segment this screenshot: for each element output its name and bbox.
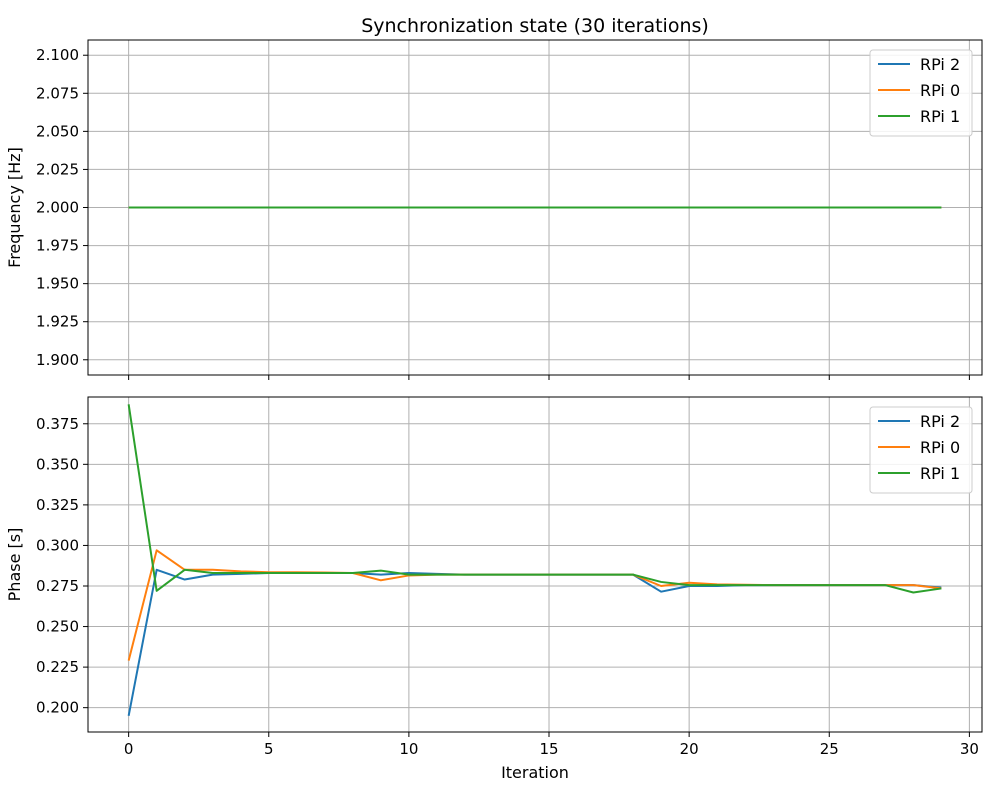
y-tick-label: 2.000 bbox=[36, 199, 79, 217]
y-tick-label: 2.075 bbox=[36, 84, 79, 102]
x-tick-label: 5 bbox=[264, 740, 274, 758]
plot-frame bbox=[87, 39, 983, 376]
legend-label: RPi 2 bbox=[920, 55, 960, 74]
legend: RPi 2 RPi 0 RPi 1 bbox=[869, 49, 973, 137]
legend-label: RPi 0 bbox=[920, 438, 960, 457]
y-tick-label: 0.325 bbox=[36, 496, 79, 514]
y-tick-label: 1.925 bbox=[36, 313, 79, 331]
y-tick-label: 0.350 bbox=[36, 455, 79, 473]
y-tick-label: 2.100 bbox=[36, 46, 79, 64]
y-tick-label: 2.025 bbox=[36, 160, 79, 178]
y-tick-label: 1.950 bbox=[36, 275, 79, 293]
y-tick-label: 0.200 bbox=[36, 699, 79, 717]
legend-label: RPi 1 bbox=[920, 464, 960, 483]
chart-title: Synchronization state (30 iterations) bbox=[361, 15, 709, 37]
x-tick-label: 15 bbox=[539, 740, 558, 758]
legend-label: RPi 1 bbox=[920, 107, 960, 126]
series-line-rpi-1 bbox=[127, 404, 942, 594]
phase-panel: 0 5 10 15 20 25 30 0.200 0.225 0.250 0.275 0.300 0.3… bbox=[5, 396, 983, 782]
series-line-rpi-0 bbox=[127, 549, 942, 661]
x-axis-label: Iteration bbox=[501, 763, 569, 782]
x-tick-label: 30 bbox=[960, 740, 979, 758]
x-tick-label: 0 bbox=[124, 740, 134, 758]
x-tick-label: 25 bbox=[820, 740, 839, 758]
y-tick-label: 0.375 bbox=[36, 415, 79, 433]
legend-label: RPi 0 bbox=[920, 81, 960, 100]
legend-box bbox=[869, 406, 973, 494]
plot-frame bbox=[87, 396, 983, 733]
y-tick-label: 1.900 bbox=[36, 351, 79, 369]
x-tick-label: 10 bbox=[399, 740, 418, 758]
y-tick-label: 0.300 bbox=[36, 536, 79, 554]
series-line-rpi-2 bbox=[127, 568, 942, 716]
y-tick-label: 1.975 bbox=[36, 237, 79, 255]
y-axis-label: Frequency [Hz] bbox=[5, 147, 24, 268]
y-tick-label: 0.225 bbox=[36, 658, 79, 676]
legend: RPi 2 RPi 0 RPi 1 bbox=[869, 406, 973, 494]
legend-box bbox=[869, 49, 973, 137]
y-axis-label: Phase [s] bbox=[5, 528, 24, 602]
y-tick-label: 0.250 bbox=[36, 618, 79, 636]
frequency-panel: 1.900 1.925 1.950 1.975 2.000 2.025 2.050 2.075… bbox=[5, 15, 983, 380]
legend-label: RPi 2 bbox=[920, 412, 960, 431]
y-tick-label: 2.050 bbox=[36, 122, 79, 140]
x-tick-label: 20 bbox=[680, 740, 699, 758]
y-tick-label: 0.275 bbox=[36, 577, 79, 595]
